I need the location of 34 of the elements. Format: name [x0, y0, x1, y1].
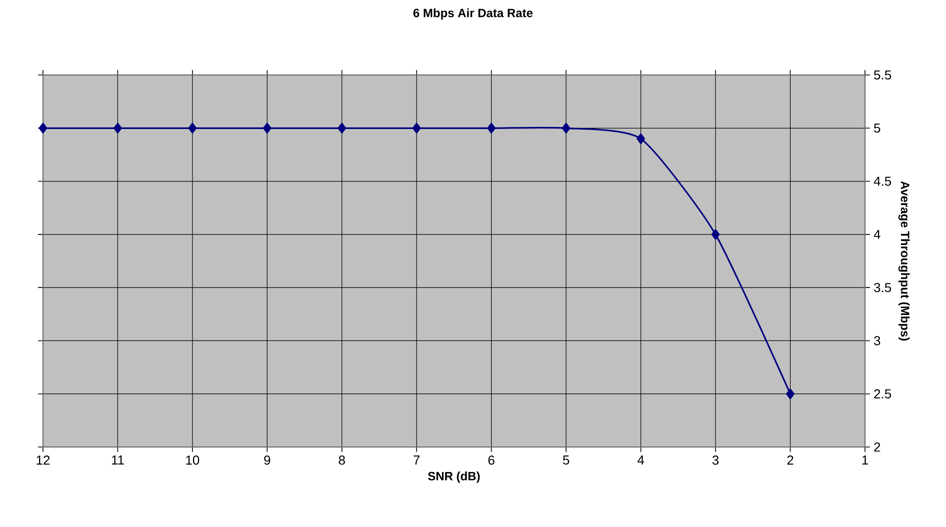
- x-tick-label: 3: [712, 456, 719, 465]
- y-tick-label: 4.5: [874, 176, 892, 186]
- chart-title: 6 Mbps Air Data Rate: [413, 8, 533, 20]
- x-tick-label: 10: [186, 456, 200, 465]
- y-tick-label: 4: [874, 230, 880, 239]
- x-tick-label: 6: [488, 456, 494, 465]
- y-tick-label: 3: [874, 336, 880, 346]
- point: [487, 122, 496, 134]
- x-tick-label: 9: [264, 456, 270, 465]
- x-tick-label: 1: [862, 456, 868, 464]
- x-axis-title: SNR (dB): [428, 472, 480, 483]
- x-tick-label: 11: [112, 456, 124, 464]
- x-tick-label: 12: [36, 456, 50, 465]
- point: [711, 229, 720, 240]
- y-tick-label: 2: [874, 442, 880, 452]
- x-tick-label: 2: [787, 456, 794, 465]
- y-tick-label: 5: [874, 124, 880, 133]
- point: [263, 122, 272, 134]
- point: [562, 122, 570, 134]
- x-tick-label: 7: [414, 456, 420, 464]
- point: [412, 122, 421, 134]
- point: [636, 133, 645, 144]
- x-tick-label: 4: [637, 456, 644, 464]
- y-tick-label: 5.5: [874, 70, 892, 80]
- y-axis-title: Average Throughput (Mbps): [898, 181, 910, 341]
- x-tick-label: 5: [562, 456, 570, 465]
- point: [188, 122, 197, 134]
- point: [38, 122, 48, 134]
- y-tick-label: 2.5: [874, 389, 892, 398]
- point: [338, 122, 346, 134]
- point: [114, 122, 122, 134]
- x-tick-label: 8: [338, 456, 345, 465]
- y-tick-label: 3.5: [874, 282, 892, 292]
- point: [786, 388, 794, 400]
